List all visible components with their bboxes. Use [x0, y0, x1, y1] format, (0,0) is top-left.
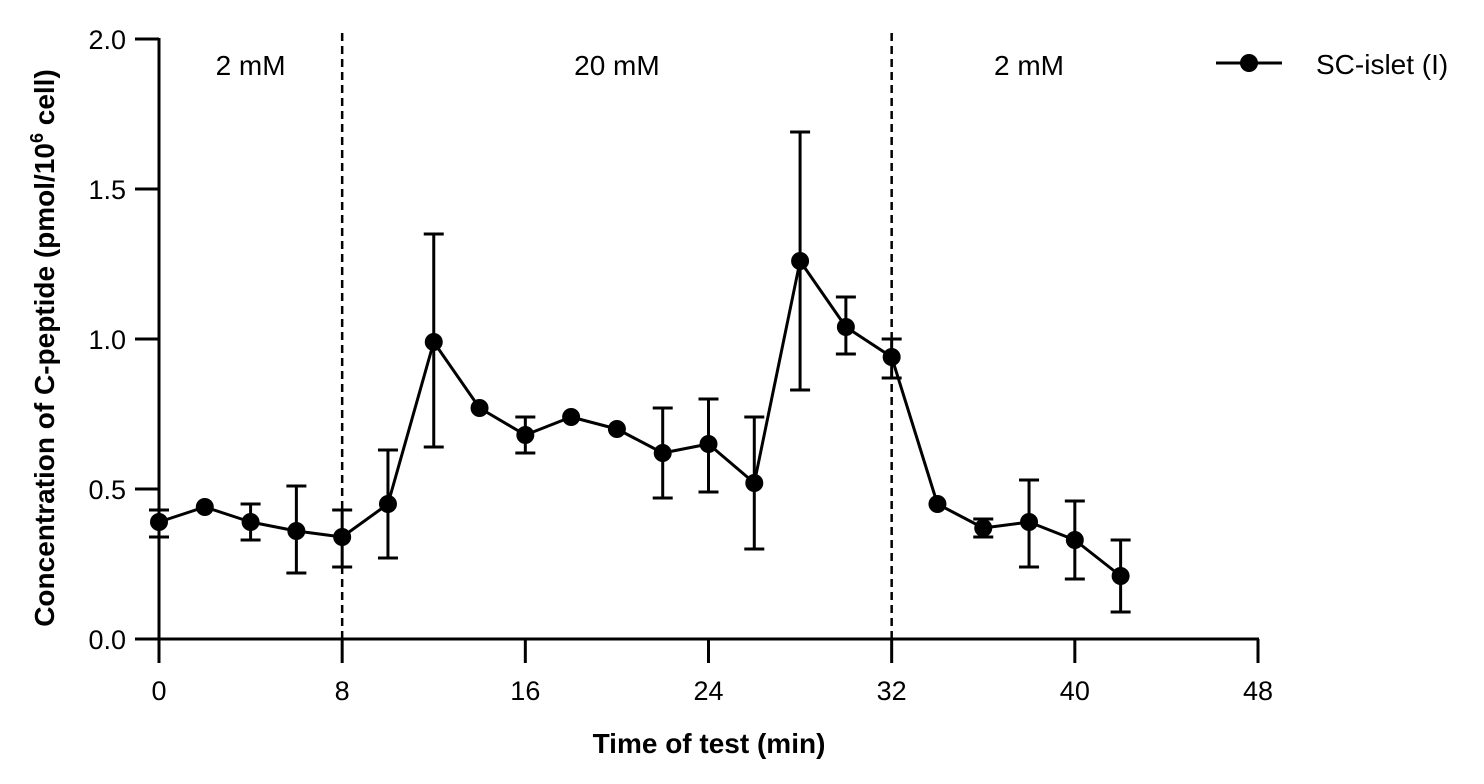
y-tick-label: 1.0	[88, 325, 126, 355]
y-axis-title-main: Concentration of C-peptide (pmol/10	[29, 143, 60, 627]
data-point	[1065, 531, 1084, 549]
legend-label: SC-islet (I)	[1316, 49, 1448, 80]
data-point	[333, 528, 352, 546]
y-tick-label: 0.5	[88, 475, 126, 505]
legend-marker	[1240, 54, 1258, 72]
x-tick-label: 40	[1060, 676, 1090, 706]
data-point	[287, 522, 306, 540]
data-point	[974, 519, 993, 537]
data-point	[150, 513, 168, 531]
region-label: 2 mM	[994, 50, 1064, 81]
data-point	[699, 435, 718, 453]
y-tick-label: 0.0	[88, 625, 126, 655]
y-axis-title-sup: 6	[27, 133, 47, 143]
data-point	[607, 420, 626, 438]
y-axis-title: Concentration of C-peptide (pmol/106 cel…	[27, 69, 60, 627]
data-point	[470, 399, 489, 417]
x-tick-label: 32	[877, 676, 907, 706]
data-point	[653, 444, 672, 462]
axes-layer	[157, 38, 1259, 641]
y-tick-label: 1.5	[88, 175, 126, 205]
data-point	[745, 474, 764, 492]
data-point	[928, 495, 947, 513]
data-point	[378, 495, 397, 513]
data-point	[516, 426, 535, 444]
x-tick-label: 24	[693, 676, 723, 706]
region-label: 20 mM	[574, 50, 660, 81]
series-line	[158, 259, 1122, 578]
ticks-layer: 0.0 0.5 1.0 1.5 2.0 0 8 16 24 32 40 48	[88, 25, 1273, 706]
data-point	[241, 513, 260, 531]
x-tick-label: 48	[1243, 676, 1273, 706]
data-point	[882, 348, 901, 366]
series-layer	[149, 130, 1131, 614]
region-label: 2 mM	[216, 50, 286, 81]
regions-layer: 2 mM 20 mM 2 mM	[216, 33, 1064, 639]
x-tick-label: 0	[151, 676, 166, 706]
data-point	[1111, 567, 1130, 585]
data-point	[836, 318, 855, 336]
data-point	[1020, 513, 1039, 531]
x-tick-label: 16	[510, 676, 540, 706]
y-axis-title-tail: cell)	[29, 69, 60, 133]
x-tick-label: 8	[335, 676, 350, 706]
y-tick-label: 2.0	[88, 25, 126, 55]
legend: SC-islet (I)	[1216, 49, 1448, 80]
x-axis-title: Time of test (min)	[593, 728, 826, 759]
data-point	[562, 408, 581, 426]
data-point	[791, 252, 810, 270]
data-point	[424, 333, 443, 351]
data-point	[195, 498, 214, 516]
